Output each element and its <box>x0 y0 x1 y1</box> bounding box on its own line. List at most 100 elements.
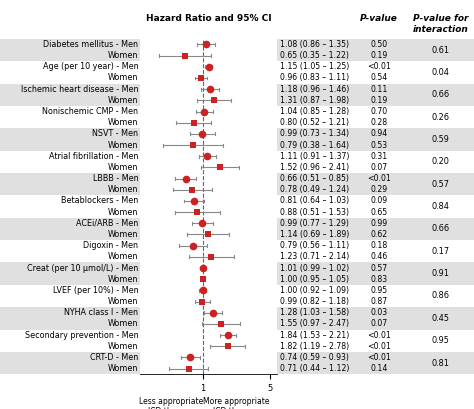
Text: 0.09: 0.09 <box>371 196 388 205</box>
Text: 0.45: 0.45 <box>432 314 450 323</box>
Text: 0.70: 0.70 <box>371 107 388 116</box>
Text: NYHA class I - Men: NYHA class I - Men <box>64 308 138 317</box>
Text: 0.80 (0.52 – 1.21): 0.80 (0.52 – 1.21) <box>280 118 349 127</box>
Text: 1.52 (0.96 – 2.41): 1.52 (0.96 – 2.41) <box>280 163 349 172</box>
Text: 0.94: 0.94 <box>371 129 388 138</box>
Text: Women: Women <box>108 230 138 239</box>
Text: 0.79 (0.38 – 1.64): 0.79 (0.38 – 1.64) <box>280 141 349 150</box>
Text: Women: Women <box>108 297 138 306</box>
Text: 0.99 (0.73 – 1.34): 0.99 (0.73 – 1.34) <box>280 129 349 138</box>
Text: 0.91: 0.91 <box>432 269 450 278</box>
Text: Women: Women <box>108 141 138 150</box>
Text: 0.81: 0.81 <box>432 359 450 368</box>
Text: 1.55 (0.97 – 2.47): 1.55 (0.97 – 2.47) <box>280 319 349 328</box>
Text: Digoxin - Men: Digoxin - Men <box>83 241 138 250</box>
Text: 0.84: 0.84 <box>432 202 450 211</box>
Text: <0.01: <0.01 <box>367 353 391 362</box>
Text: 0.83: 0.83 <box>371 275 388 284</box>
Text: 0.74 (0.59 – 0.93): 0.74 (0.59 – 0.93) <box>280 353 348 362</box>
Text: P-value: P-value <box>360 14 398 23</box>
Text: Ischemic heart disease - Men: Ischemic heart disease - Men <box>21 85 138 94</box>
Text: 0.11: 0.11 <box>371 85 388 94</box>
Text: 0.86: 0.86 <box>432 292 450 301</box>
Text: 0.96 (0.83 – 1.11): 0.96 (0.83 – 1.11) <box>280 74 349 83</box>
Text: 1.84 (1.53 – 2.21): 1.84 (1.53 – 2.21) <box>280 330 349 339</box>
Text: 0.50: 0.50 <box>371 40 388 49</box>
Text: 1.15 (1.05 – 1.25): 1.15 (1.05 – 1.25) <box>280 62 349 71</box>
Text: 1.14 (0.69 – 1.89): 1.14 (0.69 – 1.89) <box>280 230 349 239</box>
Text: 0.88 (0.51 – 1.53): 0.88 (0.51 – 1.53) <box>280 208 349 217</box>
Text: CRT-D - Men: CRT-D - Men <box>90 353 138 362</box>
Text: Secondary prevention - Men: Secondary prevention - Men <box>25 330 138 339</box>
Text: 0.53: 0.53 <box>371 141 388 150</box>
Text: 0.54: 0.54 <box>371 74 388 83</box>
Text: More appropriate
ICD therapy: More appropriate ICD therapy <box>203 397 270 409</box>
Text: Women: Women <box>108 364 138 373</box>
Text: LBBB - Men: LBBB - Men <box>93 174 138 183</box>
Text: Diabetes mellitus - Men: Diabetes mellitus - Men <box>44 40 138 49</box>
Text: 0.29: 0.29 <box>371 185 388 194</box>
Text: Women: Women <box>108 208 138 217</box>
Text: 0.57: 0.57 <box>432 180 450 189</box>
Text: 0.14: 0.14 <box>371 364 388 373</box>
Text: NSVT - Men: NSVT - Men <box>92 129 138 138</box>
Text: 0.07: 0.07 <box>371 319 388 328</box>
Text: <0.01: <0.01 <box>367 62 391 71</box>
Text: 1.18 (0.96 – 1.46): 1.18 (0.96 – 1.46) <box>280 85 349 94</box>
Text: 1.11 (0.91 – 1.37): 1.11 (0.91 – 1.37) <box>280 152 349 161</box>
Text: Creat (per 10 μmol/L) - Men: Creat (per 10 μmol/L) - Men <box>27 263 138 272</box>
Text: 0.31: 0.31 <box>371 152 388 161</box>
Text: LVEF (per 10%) - Men: LVEF (per 10%) - Men <box>53 286 138 295</box>
Text: 0.28: 0.28 <box>371 118 388 127</box>
Text: 1.00 (0.95 – 1.05): 1.00 (0.95 – 1.05) <box>280 275 349 284</box>
Text: Nonischemic CMP - Men: Nonischemic CMP - Men <box>42 107 138 116</box>
Text: 1.82 (1.19 – 2.78): 1.82 (1.19 – 2.78) <box>280 342 349 351</box>
Text: 1.23 (0.71 – 2.14): 1.23 (0.71 – 2.14) <box>280 252 349 261</box>
Text: Women: Women <box>108 319 138 328</box>
Text: 0.46: 0.46 <box>371 252 388 261</box>
Text: Women: Women <box>108 342 138 351</box>
Text: Hazard Ratio and 95% CI: Hazard Ratio and 95% CI <box>146 14 272 23</box>
Text: Women: Women <box>108 275 138 284</box>
Text: Women: Women <box>108 252 138 261</box>
Text: 0.66 (0.51 – 0.85): 0.66 (0.51 – 0.85) <box>280 174 348 183</box>
Text: 0.18: 0.18 <box>371 241 388 250</box>
Text: 0.78 (0.49 – 1.24): 0.78 (0.49 – 1.24) <box>280 185 349 194</box>
Text: 0.99: 0.99 <box>371 219 388 228</box>
Text: 1.01 (0.99 – 1.02): 1.01 (0.99 – 1.02) <box>280 263 349 272</box>
Text: 0.62: 0.62 <box>371 230 388 239</box>
Text: 0.95: 0.95 <box>432 336 450 345</box>
Text: 0.57: 0.57 <box>371 263 388 272</box>
Text: 0.79 (0.56 – 1.11): 0.79 (0.56 – 1.11) <box>280 241 349 250</box>
Text: 0.65: 0.65 <box>371 208 388 217</box>
Text: 0.66: 0.66 <box>432 90 450 99</box>
Text: Women: Women <box>108 74 138 83</box>
Text: 0.87: 0.87 <box>371 297 388 306</box>
Text: 0.07: 0.07 <box>371 163 388 172</box>
Text: 0.81 (0.64 – 1.03): 0.81 (0.64 – 1.03) <box>280 196 349 205</box>
Text: Atrial fibrillation - Men: Atrial fibrillation - Men <box>49 152 138 161</box>
Text: 0.03: 0.03 <box>371 308 388 317</box>
Text: <0.01: <0.01 <box>367 330 391 339</box>
Text: 0.17: 0.17 <box>432 247 450 256</box>
Text: ACEi/ARB - Men: ACEi/ARB - Men <box>76 219 138 228</box>
Text: 0.71 (0.44 – 1.12): 0.71 (0.44 – 1.12) <box>280 364 349 373</box>
Text: 0.99 (0.82 – 1.18): 0.99 (0.82 – 1.18) <box>280 297 349 306</box>
Text: Less appropriate
ICD therapy: Less appropriate ICD therapy <box>139 397 203 409</box>
Text: 0.65 (0.35 – 1.22): 0.65 (0.35 – 1.22) <box>280 51 348 60</box>
Text: 0.66: 0.66 <box>432 225 450 234</box>
Text: 0.19: 0.19 <box>371 96 388 105</box>
Text: Women: Women <box>108 163 138 172</box>
Text: 1.08 (0.86 – 1.35): 1.08 (0.86 – 1.35) <box>280 40 349 49</box>
Text: 1.31 (0.87 – 1.98): 1.31 (0.87 – 1.98) <box>280 96 349 105</box>
Text: 0.59: 0.59 <box>432 135 450 144</box>
Text: Women: Women <box>108 185 138 194</box>
Text: Women: Women <box>108 51 138 60</box>
Text: <0.01: <0.01 <box>367 342 391 351</box>
Text: 0.95: 0.95 <box>371 286 388 295</box>
Text: Betablockers - Men: Betablockers - Men <box>61 196 138 205</box>
Text: 1.04 (0.85 – 1.28): 1.04 (0.85 – 1.28) <box>280 107 349 116</box>
Text: 0.19: 0.19 <box>371 51 388 60</box>
Text: 0.20: 0.20 <box>432 157 450 166</box>
Text: 1.00 (0.92 – 1.09): 1.00 (0.92 – 1.09) <box>280 286 349 295</box>
